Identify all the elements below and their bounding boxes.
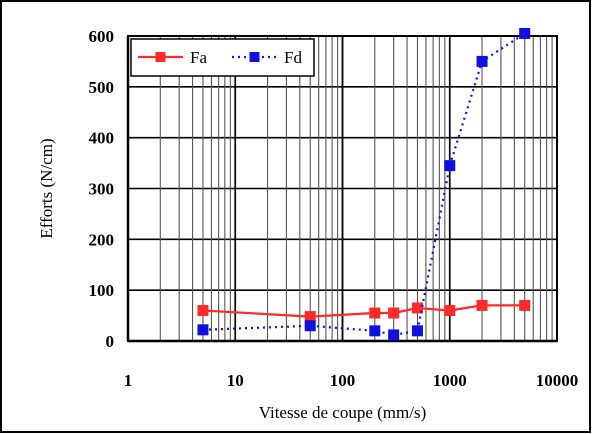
x-axis-title: Vitesse de coupe (mm/s) (259, 403, 427, 422)
y-tick-label: 500 (89, 78, 115, 97)
legend-marker-fd (249, 52, 260, 62)
series-line-fd (202, 32, 526, 337)
data-point-fd (476, 55, 488, 67)
data-point-fa (369, 307, 381, 319)
legend-label-fd: Fd (284, 48, 302, 67)
legend: Fa Fd (130, 38, 315, 77)
y-tick-label: 300 (89, 180, 115, 199)
data-point-fa (304, 311, 316, 323)
data-point-fd (444, 160, 456, 172)
data-point-fd (411, 325, 423, 337)
data-point-fa (444, 305, 456, 316)
data-point-fd (388, 329, 400, 341)
data-point-fd (519, 27, 531, 39)
series-layer (197, 27, 531, 341)
data-point-fa (476, 299, 488, 311)
y-tick-label: 100 (89, 281, 115, 300)
y-tick-label: 0 (106, 332, 115, 351)
x-tick-label: 1000 (433, 371, 467, 390)
legend-marker-fa (155, 52, 166, 62)
y-tick-label: 600 (89, 27, 115, 46)
y-axis-title: Efforts (N/cm) (37, 138, 56, 238)
data-point-fa (411, 302, 423, 314)
y-tick-label: 400 (89, 129, 115, 148)
data-point-fa (519, 299, 531, 311)
x-tick-label: 100 (330, 371, 356, 390)
legend-label-fa: Fa (190, 48, 207, 67)
axes (126, 35, 558, 343)
data-point-fd (369, 325, 381, 337)
x-tick-label: 1 (124, 371, 133, 390)
y-tick-label: 200 (89, 230, 115, 249)
data-point-fa (197, 305, 209, 316)
data-point-fd (197, 324, 209, 336)
x-tick-label: 10000 (536, 371, 579, 390)
tick-labels: 0 100 200 300 400 500 600 1 10 100 1000 10000 (89, 27, 579, 390)
data-point-fd (304, 320, 316, 332)
x-tick-label: 10 (227, 371, 244, 390)
data-point-fa (388, 307, 400, 319)
